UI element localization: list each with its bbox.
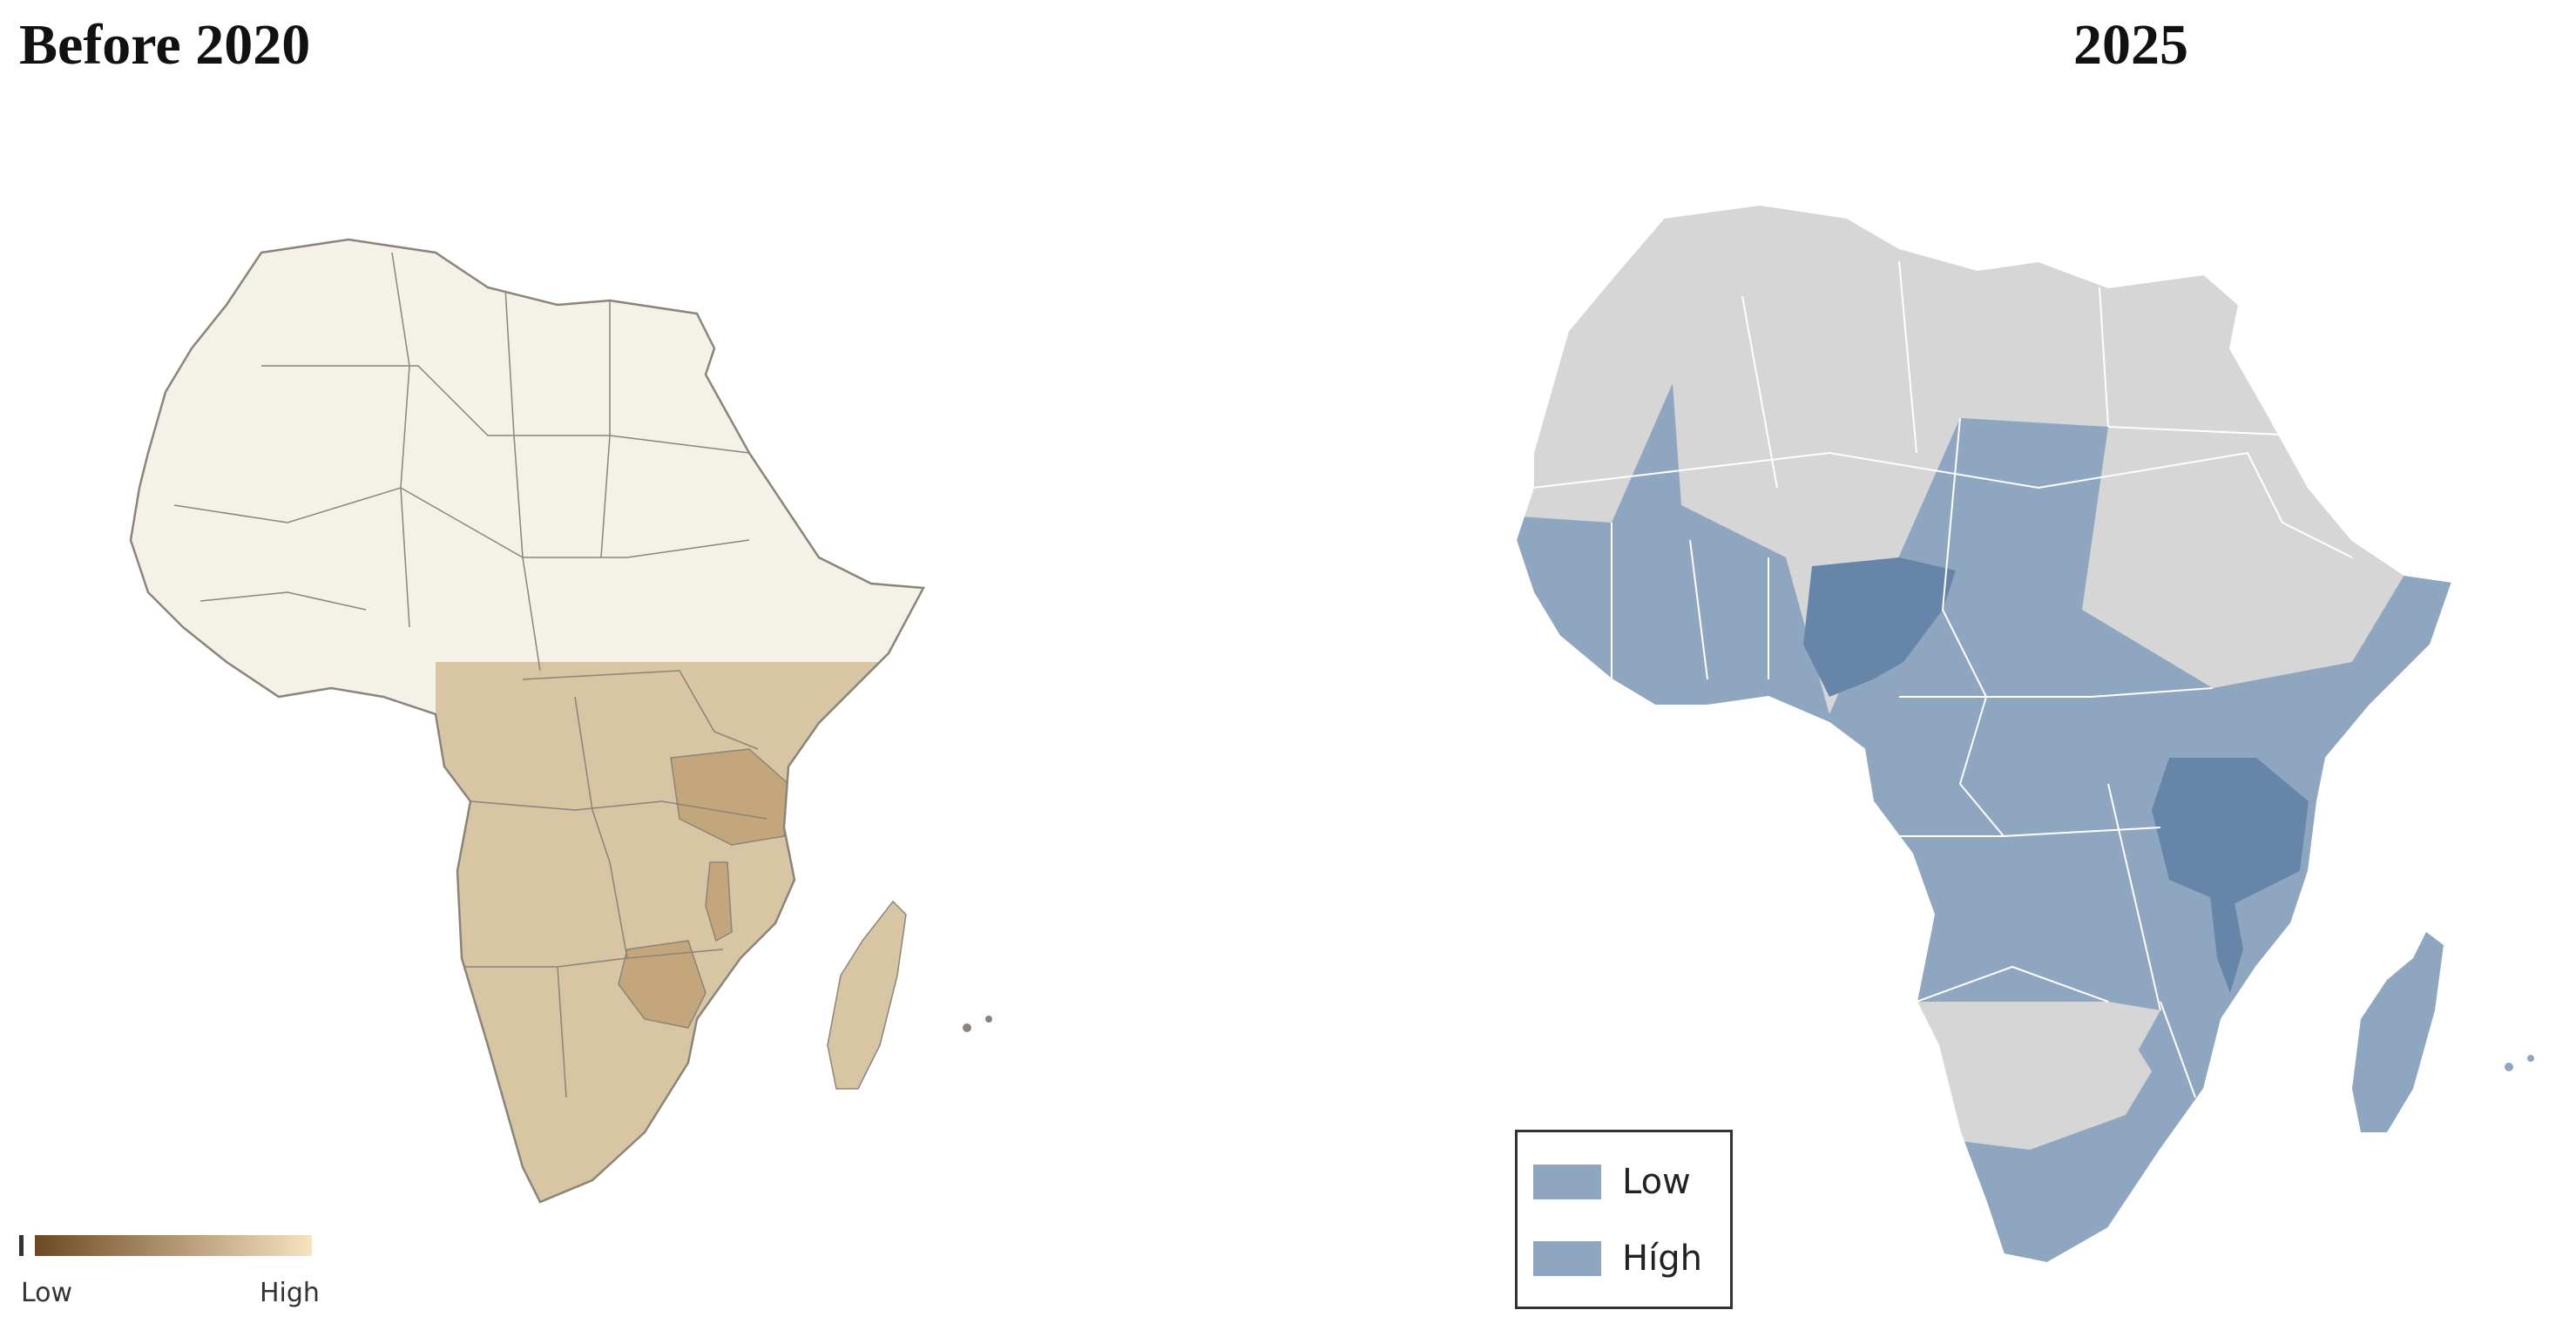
scale-high-label: High — [260, 1278, 320, 1308]
left-madagascar — [827, 900, 907, 1090]
left-africa-map — [129, 238, 992, 1204]
left-color-scale — [19, 1235, 312, 1256]
scale-gradient-bar — [35, 1235, 312, 1256]
legend-label-low: Low — [1622, 1162, 1691, 1202]
right-country-borders — [1532, 260, 2353, 1098]
left-dark-region-zimbabwe — [618, 940, 707, 1029]
legend-label-high: Hígh — [1622, 1239, 1702, 1279]
scale-low-label: Low — [21, 1278, 73, 1308]
legend-item-high: Hígh — [1533, 1239, 1702, 1279]
left-island-mauritius — [985, 1016, 992, 1023]
legend-swatch-low — [1533, 1165, 1601, 1199]
scale-tick — [19, 1235, 24, 1256]
legend-swatch-high — [1533, 1241, 1601, 1276]
right-grey-southwest — [1899, 1002, 2152, 1150]
right-map-legend: Low Hígh — [1515, 1130, 1733, 1309]
left-dark-region-tanzania — [670, 748, 789, 846]
legend-item-low: Low — [1533, 1162, 1691, 1202]
right-high-region-nigeria — [1803, 557, 1956, 697]
left-map-title: Before 2020 — [19, 13, 311, 77]
left-country-borders — [173, 252, 767, 1098]
right-high-region-malawi — [2208, 880, 2243, 993]
right-map-title: 2025 — [2073, 13, 2188, 77]
right-madagascar — [2352, 932, 2444, 1132]
left-island-comoros — [963, 1023, 971, 1032]
right-island-mauritius — [2527, 1055, 2534, 1062]
left-dark-region-malawi — [705, 861, 733, 942]
right-island-comoros — [2505, 1063, 2513, 1071]
right-high-region-tanzania — [2152, 758, 2309, 906]
right-africa-map — [1515, 204, 2534, 1264]
